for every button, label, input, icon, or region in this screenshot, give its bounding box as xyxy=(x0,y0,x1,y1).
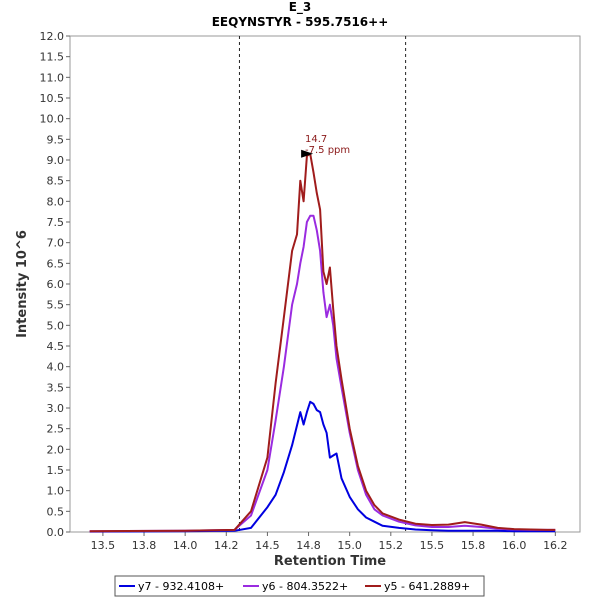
legend: y7 - 932.4108+ y6 - 804.3522+ y5 - 641.288… xyxy=(114,575,485,597)
y-tick-label: 11.0 xyxy=(40,71,65,84)
x-tick-label: 13.8 xyxy=(132,539,157,552)
y-tick-label: 7.5 xyxy=(47,216,65,229)
x-tick-label: 15.5 xyxy=(420,539,445,552)
legend-label-1: y7 - 932.4108+ xyxy=(138,580,224,593)
series-line-3 xyxy=(89,152,556,533)
y-tick-label: 4.5 xyxy=(47,340,65,353)
annotation-rt: 14.7 xyxy=(305,134,327,145)
y-tick-label: 9.5 xyxy=(47,133,65,146)
chart-title: E_3 xyxy=(289,0,312,15)
peak-arrow-icon xyxy=(301,149,314,158)
x-tick-label: 15.0 xyxy=(337,539,362,552)
x-tick-label: 14.2 xyxy=(214,539,239,552)
y-axis: 0.0 0.5 1.0 1.5 2.0 2.5 3.0 3.5 4.0 4.5 5.0 5.5 6.0 6… xyxy=(40,30,70,539)
y-tick-label: 3.5 xyxy=(47,381,65,394)
y-tick-label: 0.5 xyxy=(47,505,65,518)
y-tick-label: 10.5 xyxy=(40,92,65,105)
y-tick-label: 7.0 xyxy=(47,237,65,250)
y-tick-label: 9.0 xyxy=(47,154,65,167)
y-tick-label: 1.5 xyxy=(47,464,65,477)
x-tick-label: 16.0 xyxy=(502,539,527,552)
y-tick-label: 1.0 xyxy=(47,485,65,498)
x-tick-label: 14.5 xyxy=(255,539,280,552)
annotation-ppm: -7.5 ppm xyxy=(305,145,350,156)
x-tick-label: 16.2 xyxy=(543,539,568,552)
y-tick-label: 6.5 xyxy=(47,257,65,270)
y-tick-label: 11.5 xyxy=(40,51,65,64)
x-tick-label: 15.8 xyxy=(461,539,486,552)
x-tick-label: 13.5 xyxy=(91,539,116,552)
y-tick-label: 2.0 xyxy=(47,443,65,456)
y-tick-label: 5.0 xyxy=(47,319,65,332)
series-line-2 xyxy=(89,214,556,533)
y-tick-label: 4.0 xyxy=(47,361,65,374)
plot-area xyxy=(69,35,581,533)
series-line-1 xyxy=(89,400,556,533)
y-tick-label: 12.0 xyxy=(40,30,65,43)
x-axis: 13.5 13.8 14.0 14.2 14.5 14.8 15.0 15.2 15.5 15.8… xyxy=(91,532,568,552)
y-tick-label: 8.0 xyxy=(47,195,65,208)
y-tick-label: 3.0 xyxy=(47,402,65,415)
chart-subtitle: EEQYNSTYR - 595.7516++ xyxy=(212,15,389,29)
legend-label-2: y6 - 804.3522+ xyxy=(262,580,348,593)
x-tick-label: 14.0 xyxy=(173,539,198,552)
y-tick-label: 2.5 xyxy=(47,423,65,436)
legend-label-3: y5 - 641.2889+ xyxy=(384,580,470,593)
y-tick-label: 0.0 xyxy=(47,526,65,539)
peak-annotation: 14.7 -7.5 ppm xyxy=(301,134,350,158)
y-tick-label: 10.0 xyxy=(40,113,65,126)
x-tick-label: 14.8 xyxy=(296,539,321,552)
y-tick-label: 6.0 xyxy=(47,278,65,291)
series-lines xyxy=(89,152,556,533)
y-tick-label: 5.5 xyxy=(47,299,65,312)
y-tick-label: 8.5 xyxy=(47,175,65,188)
y-axis-label: Intensity 10^6 xyxy=(15,230,30,338)
x-axis-label: Retention Time xyxy=(274,554,386,569)
x-tick-label: 15.2 xyxy=(379,539,404,552)
peak-boundaries xyxy=(238,36,407,532)
legend-box xyxy=(114,575,485,597)
